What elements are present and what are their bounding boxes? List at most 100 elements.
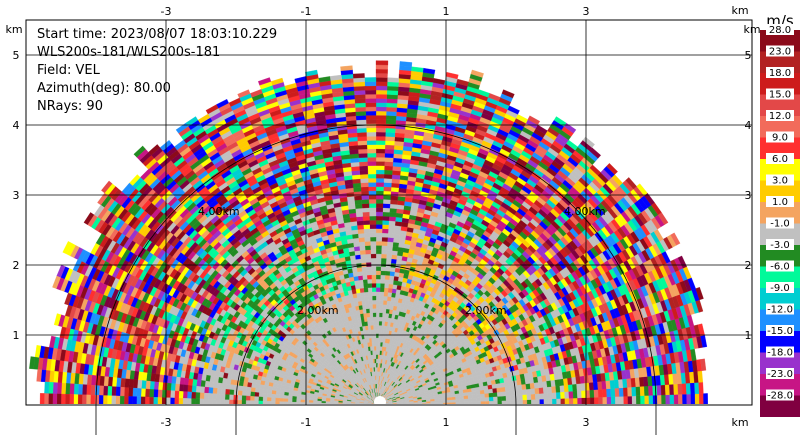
velocity-cell bbox=[365, 119, 377, 124]
velocity-cell bbox=[378, 325, 382, 330]
velocity-cell bbox=[505, 395, 511, 401]
velocity-cell bbox=[375, 262, 382, 267]
velocity-cell bbox=[368, 182, 377, 187]
velocity-cell bbox=[375, 228, 383, 234]
velocity-field bbox=[29, 60, 708, 404]
velocity-cell bbox=[589, 389, 595, 398]
velocity-cell bbox=[375, 73, 388, 78]
velocity-cell bbox=[661, 394, 666, 404]
velocity-cell bbox=[602, 396, 608, 404]
velocity-cell bbox=[375, 140, 386, 145]
velocity-cell bbox=[386, 98, 398, 104]
velocity-cell bbox=[385, 132, 396, 138]
velocity-cell bbox=[386, 245, 393, 251]
velocity-cell bbox=[357, 140, 368, 146]
velocity-cell bbox=[366, 266, 372, 272]
velocity-cell bbox=[363, 224, 370, 230]
velocity-cell bbox=[375, 350, 379, 355]
velocity-cell bbox=[539, 398, 545, 404]
velocity-cell bbox=[564, 398, 570, 404]
velocity-cell bbox=[362, 279, 368, 285]
velocity-cell bbox=[375, 316, 380, 322]
velocity-cell bbox=[375, 157, 385, 162]
velocity-cell bbox=[368, 186, 377, 192]
velocity-cell bbox=[384, 270, 391, 276]
velocity-cell bbox=[387, 292, 392, 298]
velocity-cell bbox=[375, 131, 386, 137]
velocity-cell bbox=[547, 398, 553, 404]
velocity-cell bbox=[366, 136, 377, 141]
velocity-cell bbox=[576, 390, 582, 399]
velocity-cell bbox=[352, 77, 365, 83]
velocity-cell bbox=[384, 274, 390, 280]
velocity-cell bbox=[375, 98, 387, 103]
velocity-cell bbox=[388, 220, 396, 226]
velocity-cell bbox=[391, 250, 398, 256]
velocity-cell bbox=[372, 304, 377, 309]
velocity-cell bbox=[581, 390, 587, 398]
velocity-cell bbox=[375, 299, 380, 305]
velocity-cell bbox=[375, 236, 383, 242]
velocity-cell bbox=[381, 321, 385, 326]
velocity-cell bbox=[359, 287, 365, 293]
velocity-cell bbox=[367, 173, 377, 179]
velocity-cell bbox=[639, 386, 645, 396]
velocity-cell bbox=[354, 199, 363, 205]
velocity-cell bbox=[489, 400, 494, 404]
velocity-cell bbox=[354, 102, 366, 108]
velocity-cell bbox=[379, 283, 385, 288]
velocity-cell bbox=[480, 401, 486, 404]
velocity-cell bbox=[665, 394, 671, 404]
velocity-cell bbox=[366, 144, 377, 150]
velocity-cell bbox=[375, 127, 386, 133]
velocity-cell bbox=[509, 395, 515, 401]
velocity-cell bbox=[375, 257, 382, 263]
velocity-cell bbox=[379, 299, 384, 305]
velocity-cell bbox=[353, 280, 360, 286]
velocity-cell bbox=[360, 258, 367, 264]
velocity-cell bbox=[375, 274, 381, 280]
velocity-cell bbox=[606, 388, 612, 398]
velocity-cell bbox=[383, 287, 389, 293]
velocity-cell bbox=[383, 291, 389, 297]
velocity-cell bbox=[386, 249, 393, 255]
velocity-cell bbox=[386, 102, 398, 108]
velocity-cell bbox=[627, 395, 633, 404]
velocity-cell bbox=[619, 396, 624, 404]
velocity-cell bbox=[375, 77, 388, 82]
velocity-cell bbox=[525, 383, 531, 390]
velocity-cell bbox=[530, 393, 536, 400]
velocity-cell bbox=[382, 300, 388, 305]
velocity-cell bbox=[366, 140, 377, 145]
velocity-cell bbox=[539, 393, 545, 400]
velocity-cell bbox=[384, 140, 395, 146]
velocity-cell bbox=[379, 291, 385, 297]
velocity-cell bbox=[364, 89, 377, 95]
velocity-cell bbox=[380, 329, 385, 335]
velocity-cell bbox=[526, 388, 532, 395]
velocity-cell bbox=[367, 283, 373, 288]
velocity-cell bbox=[644, 395, 650, 404]
velocity-cell bbox=[386, 300, 391, 306]
velocity-cell bbox=[648, 395, 654, 404]
velocity-cell bbox=[370, 333, 374, 339]
velocity-cell bbox=[543, 398, 549, 404]
velocity-cell bbox=[375, 207, 384, 213]
velocity-cell bbox=[375, 68, 388, 74]
velocity-cell bbox=[362, 211, 370, 217]
velocity-cell bbox=[377, 358, 380, 364]
velocity-cell bbox=[359, 173, 369, 179]
velocity-cell bbox=[385, 111, 397, 117]
velocity-cell bbox=[368, 203, 377, 208]
velocity-cell bbox=[365, 308, 370, 314]
velocity-cell bbox=[362, 220, 370, 225]
velocity-cell bbox=[610, 396, 616, 404]
velocity-cell bbox=[365, 253, 372, 259]
velocity-cell bbox=[386, 94, 398, 100]
velocity-cell bbox=[370, 253, 377, 259]
velocity-cell bbox=[538, 387, 544, 394]
velocity-cell bbox=[690, 393, 696, 404]
velocity-cell bbox=[369, 224, 377, 229]
velocity-cell bbox=[367, 157, 377, 162]
velocity-cell bbox=[514, 399, 519, 404]
